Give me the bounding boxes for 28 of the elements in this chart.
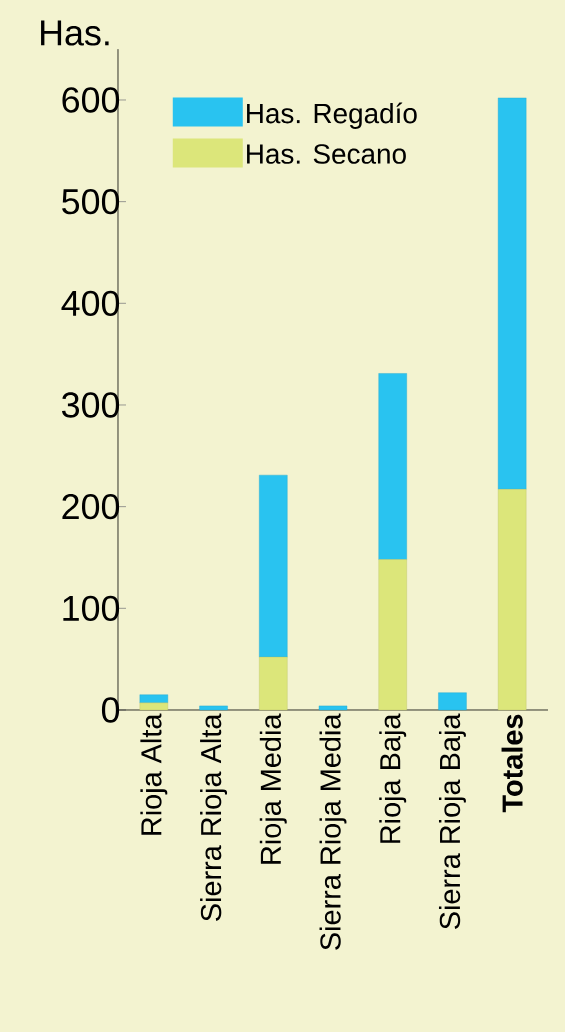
bar bbox=[497, 489, 527, 711]
bar bbox=[139, 702, 169, 711]
bar bbox=[259, 656, 288, 711]
y-tick-label: 200 bbox=[62, 493, 120, 520]
x-tick-label: Totales bbox=[501, 714, 523, 813]
y-tick-label: 600 bbox=[62, 87, 120, 113]
y-tick-label: 500 bbox=[62, 188, 120, 215]
y-tick-label: 300 bbox=[62, 392, 120, 418]
bar bbox=[378, 559, 407, 711]
y-tick-label: 100 bbox=[63, 595, 120, 622]
x-tick-label: Sierra Rioja Baja bbox=[438, 713, 466, 929]
legend-label: Has. Secano bbox=[247, 144, 406, 164]
bar bbox=[378, 373, 407, 560]
x-tick-label: Rioja Baja bbox=[379, 713, 407, 843]
x-tick-label: Rioja Media bbox=[259, 713, 287, 864]
bar bbox=[259, 474, 288, 658]
x-tick-label: Rioja Alta bbox=[140, 713, 168, 835]
bar bbox=[139, 694, 169, 704]
bar bbox=[438, 692, 467, 711]
x-tick-label: Sierra Rioja Media bbox=[319, 713, 347, 950]
bar bbox=[199, 705, 228, 711]
y-tick-label: 0 bbox=[101, 697, 120, 723]
legend-label: Has. Regadío bbox=[247, 102, 417, 129]
bar bbox=[318, 705, 348, 711]
x-tick-label: Sierra Rioja Alta bbox=[200, 713, 228, 921]
y-tick-label: 400 bbox=[61, 290, 120, 316]
bar bbox=[497, 97, 527, 490]
y-axis-title: Has. bbox=[41, 20, 109, 46]
